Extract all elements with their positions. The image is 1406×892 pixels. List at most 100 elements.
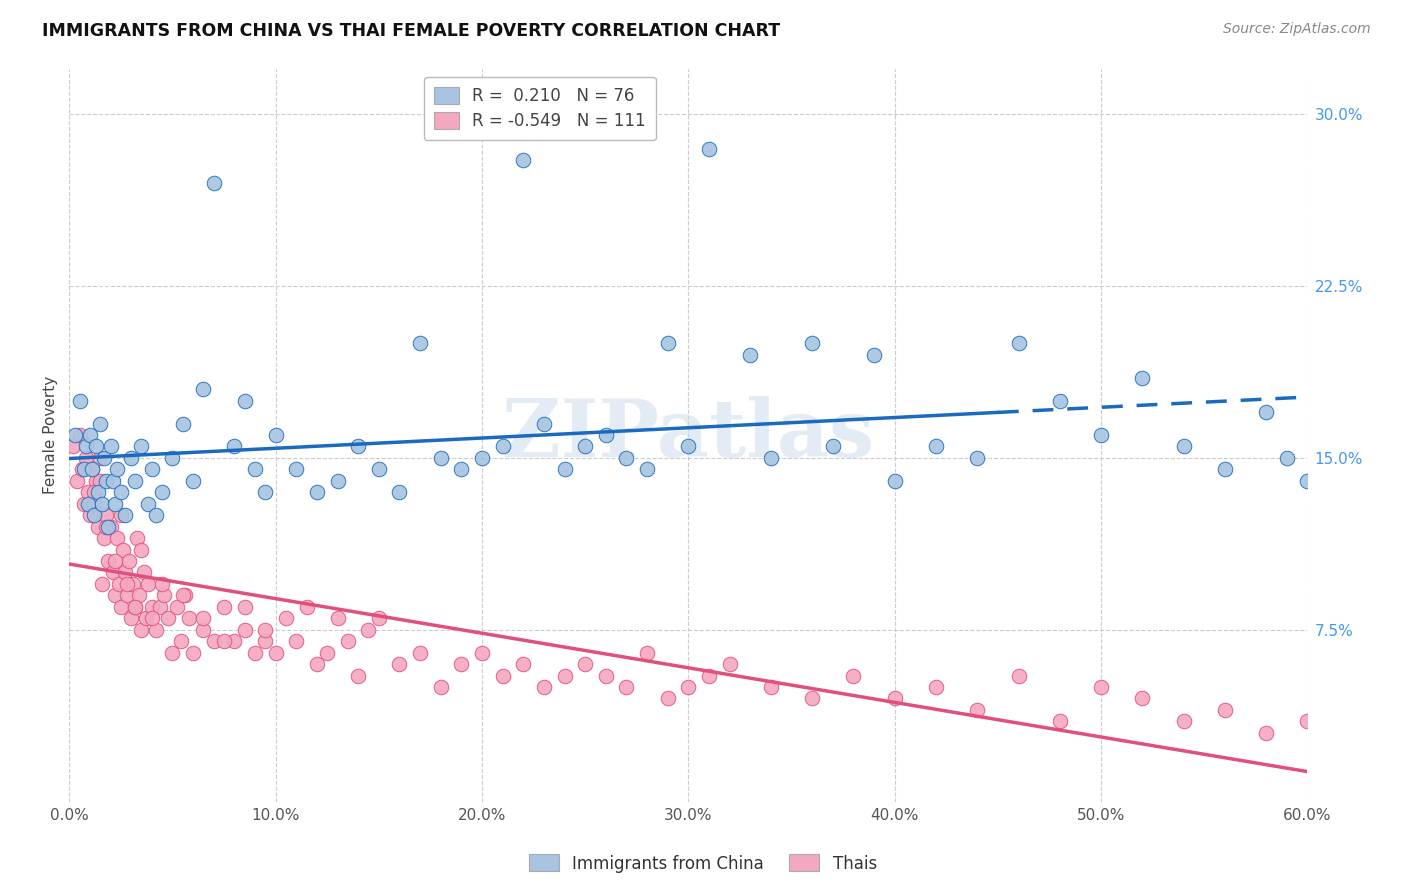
Point — [110, 599, 132, 614]
Point — [842, 668, 865, 682]
Point — [87, 485, 110, 500]
Point — [83, 508, 105, 523]
Point — [1007, 336, 1029, 351]
Point — [336, 634, 359, 648]
Point — [574, 657, 596, 672]
Point — [101, 566, 124, 580]
Point — [65, 428, 87, 442]
Point — [75, 440, 97, 454]
Point — [740, 348, 762, 362]
Point — [367, 462, 389, 476]
Point — [243, 462, 266, 476]
Point — [450, 462, 472, 476]
Point — [883, 691, 905, 706]
Point — [347, 668, 370, 682]
Point — [76, 485, 98, 500]
Point — [100, 440, 122, 454]
Point — [166, 599, 188, 614]
Point — [224, 634, 246, 648]
Point — [97, 519, 120, 533]
Point — [471, 646, 494, 660]
Point — [254, 634, 277, 648]
Point — [153, 588, 176, 602]
Point — [533, 680, 555, 694]
Point — [1049, 714, 1071, 729]
Point — [91, 497, 114, 511]
Point — [105, 531, 128, 545]
Point — [554, 462, 576, 476]
Point — [96, 474, 118, 488]
Point — [80, 462, 103, 476]
Point — [104, 588, 127, 602]
Point — [678, 680, 700, 694]
Point — [1275, 450, 1298, 465]
Point — [114, 566, 136, 580]
Point — [657, 691, 679, 706]
Point — [89, 474, 111, 488]
Point — [181, 474, 204, 488]
Point — [471, 450, 494, 465]
Point — [120, 611, 142, 625]
Text: Source: ZipAtlas.com: Source: ZipAtlas.com — [1223, 22, 1371, 37]
Point — [202, 634, 225, 648]
Point — [177, 611, 200, 625]
Point — [212, 599, 235, 614]
Point — [70, 462, 93, 476]
Point — [96, 508, 118, 523]
Point — [115, 588, 138, 602]
Point — [224, 440, 246, 454]
Point — [93, 450, 115, 465]
Point — [863, 348, 886, 362]
Point — [114, 508, 136, 523]
Point — [76, 497, 98, 511]
Point — [636, 646, 658, 660]
Point — [883, 474, 905, 488]
Point — [100, 519, 122, 533]
Point — [118, 554, 141, 568]
Point — [141, 462, 163, 476]
Point — [274, 611, 297, 625]
Point — [83, 485, 105, 500]
Point — [616, 680, 638, 694]
Point — [181, 646, 204, 660]
Point — [491, 668, 513, 682]
Point — [212, 634, 235, 648]
Point — [131, 623, 153, 637]
Point — [69, 428, 91, 442]
Point — [801, 691, 824, 706]
Point — [1173, 440, 1195, 454]
Point — [173, 588, 195, 602]
Point — [409, 336, 432, 351]
Point — [111, 542, 134, 557]
Point — [925, 680, 948, 694]
Point — [62, 440, 84, 454]
Point — [264, 428, 287, 442]
Point — [1090, 680, 1112, 694]
Point — [136, 497, 159, 511]
Point — [759, 450, 782, 465]
Point — [1007, 668, 1029, 682]
Point — [429, 680, 451, 694]
Point — [264, 646, 287, 660]
Point — [429, 450, 451, 465]
Point — [69, 393, 91, 408]
Point — [966, 703, 988, 717]
Point — [1296, 714, 1319, 729]
Point — [145, 623, 167, 637]
Point — [84, 440, 107, 454]
Point — [595, 668, 617, 682]
Point — [83, 497, 105, 511]
Point — [150, 485, 173, 500]
Point — [657, 336, 679, 351]
Point — [305, 485, 328, 500]
Point — [636, 462, 658, 476]
Point — [162, 646, 184, 660]
Point — [491, 440, 513, 454]
Point — [533, 417, 555, 431]
Point — [697, 668, 720, 682]
Point — [97, 554, 120, 568]
Point — [367, 611, 389, 625]
Point — [93, 531, 115, 545]
Point — [966, 450, 988, 465]
Point — [73, 497, 96, 511]
